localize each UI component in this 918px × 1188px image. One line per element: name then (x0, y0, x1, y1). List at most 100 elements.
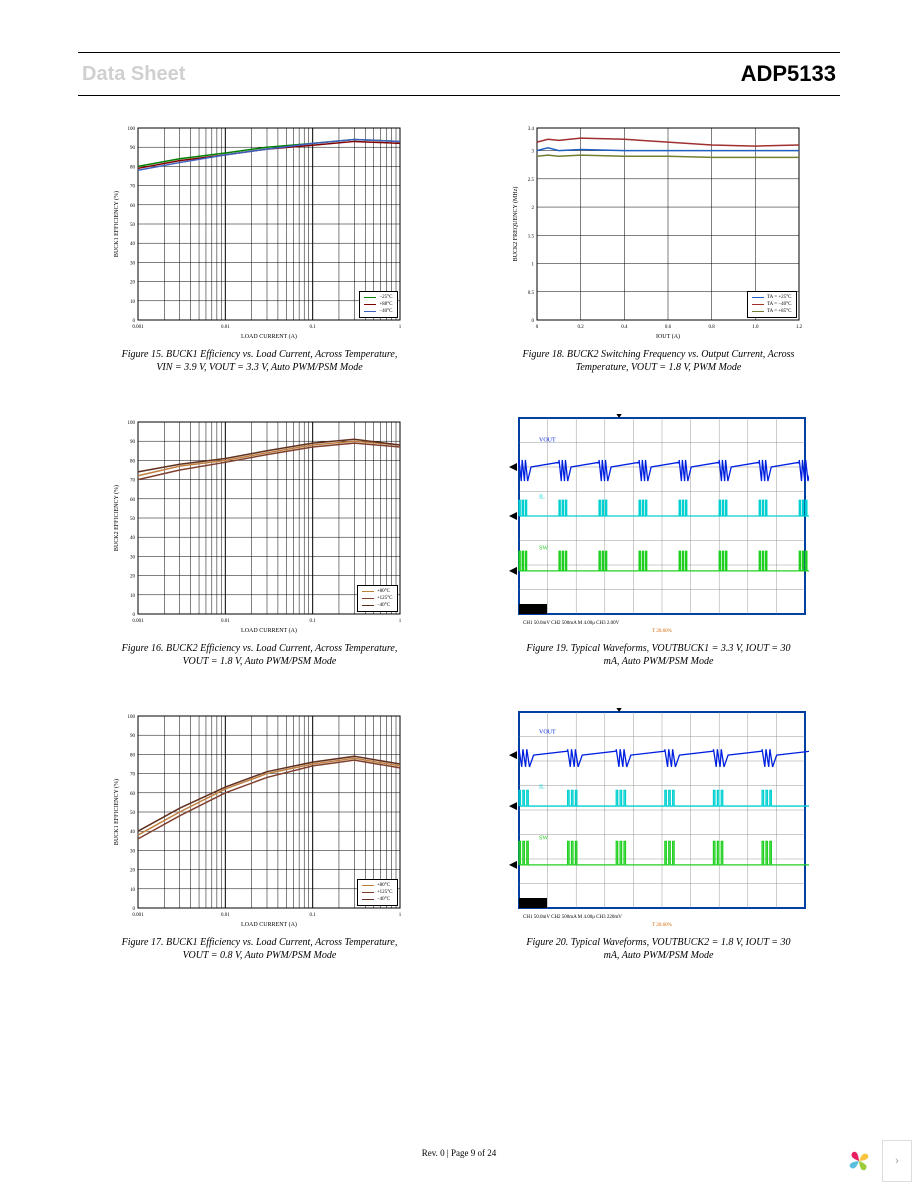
svg-text:SW: SW (539, 835, 548, 841)
svg-text:90: 90 (130, 146, 136, 151)
svg-text:BUCK2 FREQUENCY (MHz): BUCK2 FREQUENCY (MHz) (512, 187, 519, 262)
svg-text:1: 1 (531, 263, 534, 268)
figure-17: 01020304050607080901000.0010.010.11BUCK1… (100, 708, 419, 962)
svg-text:0.1: 0.1 (309, 325, 316, 330)
svg-text:VOUT: VOUT (539, 730, 556, 736)
figure-19: VOUT IL SW CH1 50.0mV CH2 500mA M 4.00μ CH3… (499, 414, 818, 668)
figure-18: 0 0.5 1 1.5 2 2.5 3 3.4 0 0.2 0.4 0.6 0.8 1.0 1.2 BUCK2… (499, 120, 818, 374)
svg-text:LOAD CURRENT (A): LOAD CURRENT (A) (241, 627, 297, 634)
svg-text:3.4: 3.4 (527, 127, 534, 132)
svg-text:0.001: 0.001 (132, 325, 144, 330)
svg-text:80: 80 (130, 459, 136, 464)
chart-fig16: 0 10 20 30 40 50 60 70 80 90 100 0.001 0.01 0.1 1 BUCK2… (110, 414, 410, 634)
svg-text:0.01: 0.01 (220, 619, 229, 624)
svg-text:1.2: 1.2 (795, 325, 802, 330)
svg-text:0.6: 0.6 (664, 325, 671, 330)
svg-text:40: 40 (130, 536, 136, 541)
svg-text:0: 0 (132, 613, 135, 618)
svg-text:70: 70 (130, 185, 136, 190)
svg-text:40: 40 (130, 242, 136, 247)
svg-text:70: 70 (130, 773, 136, 778)
svg-text:80: 80 (130, 165, 136, 170)
svg-text:50: 50 (130, 223, 136, 228)
svg-text:LOAD CURRENT (A): LOAD CURRENT (A) (241, 921, 297, 928)
svg-text:30: 30 (130, 261, 136, 266)
svg-text:40: 40 (130, 830, 136, 835)
svg-text:0.001: 0.001 (132, 619, 144, 624)
svg-text:10: 10 (130, 594, 136, 599)
figure-20: VOUT IL SW CH1 50.0mV CH2 500mA M 4.00μ CH3… (499, 708, 818, 962)
svg-text:BUCK1 EFFICIENCY (%): BUCK1 EFFICIENCY (%) (113, 779, 120, 845)
svg-text:90: 90 (130, 440, 136, 445)
svg-text:90: 90 (130, 734, 136, 739)
svg-text:2: 2 (531, 206, 534, 211)
svg-text:60: 60 (130, 792, 136, 797)
svg-text:100: 100 (127, 421, 135, 426)
svg-text:IL: IL (539, 784, 545, 790)
svg-text:CH1 50.0mV CH2 500mA M 4: CH1 50.0mV CH2 500mA M 4.00μ CH3 220mV (523, 915, 622, 920)
svg-text:BUCK1 EFFICIENCY (%): BUCK1 EFFICIENCY (%) (113, 191, 120, 257)
svg-text:70: 70 (130, 479, 136, 484)
svg-text:20: 20 (130, 869, 136, 874)
svg-text:0.01: 0.01 (220, 325, 229, 330)
svg-text:0.4: 0.4 (621, 325, 628, 330)
svg-text:100: 100 (127, 127, 135, 132)
svg-text:0: 0 (132, 319, 135, 324)
svg-text:20: 20 (130, 575, 136, 580)
svg-text:2.5: 2.5 (527, 178, 534, 183)
svg-text:1: 1 (398, 913, 401, 918)
svg-text:50: 50 (130, 517, 136, 522)
svg-text:1: 1 (398, 325, 401, 330)
caption-fig20: Figure 20. Typical Waveforms, VOUTBUCK2 … (519, 936, 799, 962)
page-footer: Rev. 0 | Page 9 of 24 (0, 1148, 918, 1158)
svg-text:50: 50 (130, 811, 136, 816)
svg-text:0.001: 0.001 (132, 913, 144, 918)
svg-text:30: 30 (130, 555, 136, 560)
svg-text:1: 1 (398, 619, 401, 624)
chart-fig19: VOUT IL SW CH1 50.0mV CH2 500mA M 4.00μ CH3… (509, 414, 809, 634)
svg-text:3: 3 (531, 150, 534, 155)
svg-text:LOAD CURRENT (A): LOAD CURRENT (A) (241, 333, 297, 340)
svg-text:1.5: 1.5 (527, 234, 534, 239)
caption-fig16: Figure 16. BUCK2 Efficiency vs. Load Cur… (120, 642, 400, 668)
svg-text:VOUT: VOUT (539, 437, 556, 443)
chart-fig18: 0 0.5 1 1.5 2 2.5 3 3.4 0 0.2 0.4 0.6 0.8 1.0 1.2 BUCK2… (509, 120, 809, 340)
svg-text:30: 30 (130, 849, 136, 854)
svg-text:SW: SW (539, 545, 548, 551)
svg-text:10: 10 (130, 888, 136, 893)
next-arrow[interactable]: › (882, 1140, 912, 1182)
chart-fig17: 01020304050607080901000.0010.010.11BUCK1… (110, 708, 410, 928)
svg-text:CH1 50.0mV CH2 500mA M 4: CH1 50.0mV CH2 500mA M 4.00μ CH3 2.00V (523, 621, 620, 626)
figure-15: 0 10 20 30 40 50 60 70 80 90 100 0.001 0.01 0.1 1 BUCK1… (100, 120, 419, 374)
data-sheet-label: Data Sheet (82, 63, 185, 86)
part-number: ADP5133 (741, 61, 836, 87)
figure-grid: 01020304050607080901000.0010.010.11BUCK1… (100, 120, 818, 962)
svg-text:80: 80 (130, 753, 136, 758)
svg-text:1.0: 1.0 (752, 325, 759, 330)
svg-text:T 20.60%: T 20.60% (652, 923, 672, 928)
svg-text:0: 0 (531, 319, 534, 324)
figure-16: 0 10 20 30 40 50 60 70 80 90 100 0.001 0.01 0.1 1 BUCK2… (100, 414, 419, 668)
svg-text:0.2: 0.2 (577, 325, 584, 330)
svg-text:IOUT (A): IOUT (A) (655, 333, 679, 340)
svg-text:0.1: 0.1 (309, 619, 316, 624)
svg-text:BUCK2 EFFICIENCY (%): BUCK2 EFFICIENCY (%) (113, 485, 120, 551)
svg-text:60: 60 (130, 498, 136, 503)
caption-fig19: Figure 19. Typical Waveforms, VOUTBUCK1 … (519, 642, 799, 668)
chart-fig20: VOUT IL SW CH1 50.0mV CH2 500mA M 4.00μ CH3… (509, 708, 809, 928)
chart-fig15: 0 10 20 30 40 50 60 70 80 90 100 0.001 0.01 0.1 1 BUCK1… (110, 120, 410, 340)
corner-logo: › (838, 1140, 912, 1182)
svg-text:0.8: 0.8 (708, 325, 715, 330)
svg-text:0: 0 (132, 907, 135, 912)
svg-text:0.01: 0.01 (220, 913, 229, 918)
caption-fig15: Figure 15. BUCK1 Efficiency vs. Load Cur… (120, 348, 400, 374)
svg-text:20: 20 (130, 281, 136, 286)
svg-text:0: 0 (535, 325, 538, 330)
caption-fig18: Figure 18. BUCK2 Switching Frequency vs.… (519, 348, 799, 374)
svg-text:IL: IL (539, 494, 545, 500)
svg-text:0.5: 0.5 (527, 291, 534, 296)
svg-text:60: 60 (130, 204, 136, 209)
page-header: Data Sheet ADP5133 (78, 52, 840, 96)
svg-text:10: 10 (130, 300, 136, 305)
svg-text:100: 100 (127, 715, 135, 720)
